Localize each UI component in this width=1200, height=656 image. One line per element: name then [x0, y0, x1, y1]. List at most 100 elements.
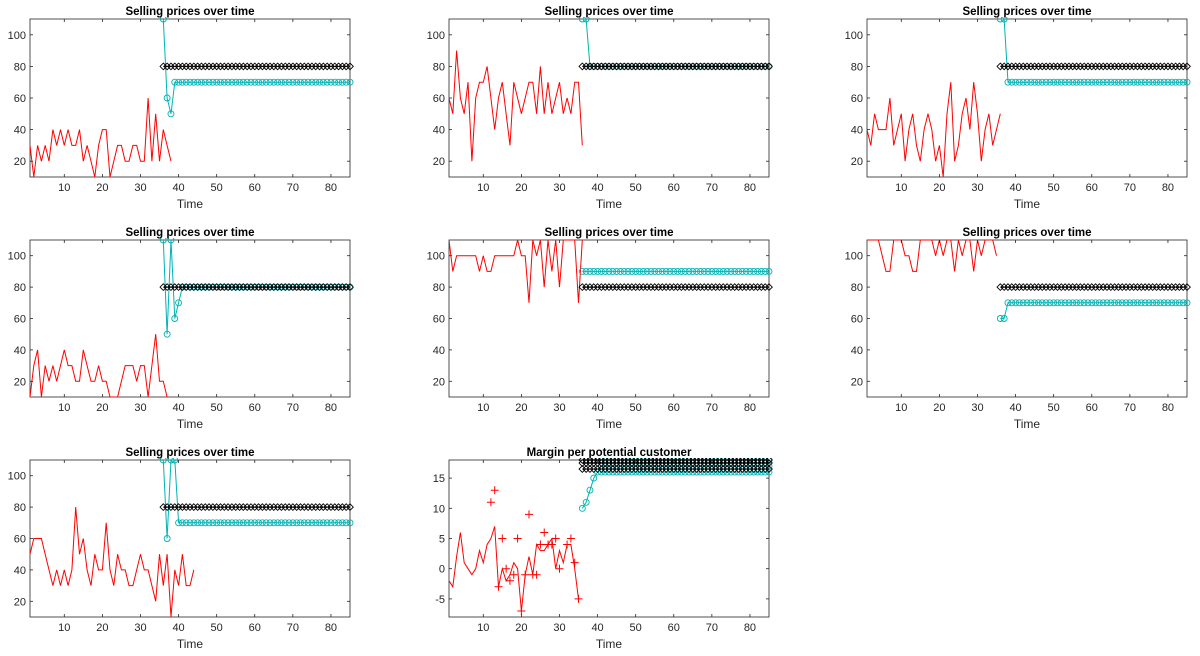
data-point-cyan	[335, 519, 343, 527]
data-point-red	[502, 564, 511, 573]
x-tick-label: 80	[325, 402, 337, 414]
data-point-cyan	[285, 78, 293, 86]
data-point-cyan	[1027, 78, 1035, 86]
data-point-red	[532, 570, 541, 579]
data-point-cyan	[677, 267, 685, 275]
y-tick-label: 60	[14, 93, 26, 105]
data-point-cyan	[1118, 78, 1126, 86]
data-point-cyan	[228, 519, 236, 527]
axes-frame	[29, 18, 351, 178]
data-point-cyan	[1172, 299, 1180, 307]
data-point-cyan	[178, 78, 186, 86]
subplot-5: 10 20 30 40 50 60 70 80 20 40 60 80 100 Selling price…	[427, 227, 773, 431]
data-point-cyan	[175, 78, 183, 86]
series-black-3	[996, 62, 1191, 71]
data-point-cyan	[1092, 78, 1100, 86]
data-point-cyan	[1134, 299, 1141, 307]
data-point-cyan	[255, 78, 263, 86]
data-point-cyan	[304, 519, 312, 527]
data-point-cyan	[251, 519, 259, 527]
data-point-cyan	[1107, 78, 1115, 86]
data-point-cyan	[1061, 78, 1069, 86]
data-point-cyan	[1095, 78, 1103, 86]
x-tick-label: 80	[744, 182, 756, 194]
data-point-red	[547, 540, 556, 549]
data-point-cyan	[1175, 78, 1183, 86]
x-tick-label: 70	[287, 402, 299, 414]
data-point-cyan	[171, 78, 179, 86]
subplot-title: Selling prices over time	[125, 6, 254, 18]
data-point-cyan	[316, 519, 323, 527]
data-point-cyan	[293, 78, 301, 86]
data-point-red	[563, 540, 572, 549]
data-point-cyan	[712, 267, 720, 275]
y-tick-label: 20	[14, 596, 26, 608]
data-point-cyan	[586, 267, 594, 275]
data-point-cyan	[1118, 299, 1126, 307]
data-point-cyan	[1126, 299, 1134, 307]
data-point-cyan	[1023, 78, 1031, 86]
axes-frame	[866, 18, 1188, 178]
data-point-cyan	[1103, 78, 1111, 86]
data-point-cyan	[738, 267, 746, 275]
x-tick-label: 60	[249, 182, 261, 194]
plot-area	[30, 17, 354, 178]
subplot-title: Selling prices over time	[962, 227, 1091, 239]
x-axis-label: Time	[596, 197, 623, 211]
y-tick-label: 80	[14, 61, 26, 73]
y-tick-label: 20	[433, 376, 445, 388]
data-point-cyan	[1153, 299, 1160, 307]
y-tick-label: 80	[851, 61, 863, 73]
series-cyan-2	[159, 458, 354, 542]
data-point-cyan	[731, 267, 739, 275]
data-point-cyan	[1046, 299, 1054, 307]
data-point-cyan	[178, 519, 186, 527]
data-point-cyan	[685, 267, 693, 275]
data-point-cyan	[643, 267, 651, 275]
data-point-cyan	[1027, 299, 1035, 307]
x-tick-label: 30	[553, 182, 565, 194]
x-tick-label: 80	[744, 622, 756, 634]
x-tick-label: 60	[249, 402, 261, 414]
x-tick-label: 10	[895, 402, 907, 414]
data-point-cyan	[662, 267, 670, 275]
y-tick-label: 60	[851, 314, 863, 326]
plot-area	[30, 458, 354, 618]
data-point-cyan	[1141, 78, 1149, 86]
y-tick-label: 100	[8, 471, 26, 483]
data-point-cyan	[594, 267, 602, 275]
data-point-cyan	[251, 78, 259, 86]
series-red-2	[486, 486, 583, 615]
subplot-6: 10 20 30 40 50 60 70 80 20 40 60 80 100 Selling price…	[845, 227, 1191, 431]
data-point-cyan	[1042, 299, 1050, 307]
x-tick-label: 20	[96, 402, 108, 414]
y-tick-label: 100	[845, 251, 863, 263]
data-point-cyan	[1012, 299, 1020, 307]
data-point-cyan	[224, 519, 232, 527]
data-point-cyan	[651, 267, 659, 275]
x-tick-label: 30	[553, 622, 565, 634]
x-tick-label: 50	[630, 622, 642, 634]
y-tick-label: 40	[14, 565, 26, 577]
data-point-cyan	[628, 267, 636, 275]
x-tick-label: 50	[630, 402, 642, 414]
data-point-cyan	[1038, 299, 1046, 307]
x-tick-label: 10	[58, 622, 70, 634]
y-tick-label: 60	[14, 314, 26, 326]
subplot-3: 10 20 30 40 50 60 70 80 20 40 60 80 100 Selling price…	[845, 6, 1191, 211]
data-point-red	[525, 510, 533, 519]
data-point-cyan	[1168, 299, 1176, 307]
plot-area	[867, 17, 1191, 178]
data-point-black	[765, 283, 773, 292]
data-point-cyan	[632, 267, 640, 275]
data-point-cyan	[175, 299, 183, 307]
data-point-cyan	[312, 519, 320, 527]
data-point-cyan	[270, 78, 278, 86]
data-point-cyan	[342, 519, 350, 527]
x-tick-label: 20	[933, 182, 945, 194]
data-point-cyan	[750, 267, 758, 275]
data-point-cyan	[1000, 17, 1008, 23]
data-point-cyan	[201, 78, 209, 86]
data-point-cyan	[996, 315, 1004, 322]
